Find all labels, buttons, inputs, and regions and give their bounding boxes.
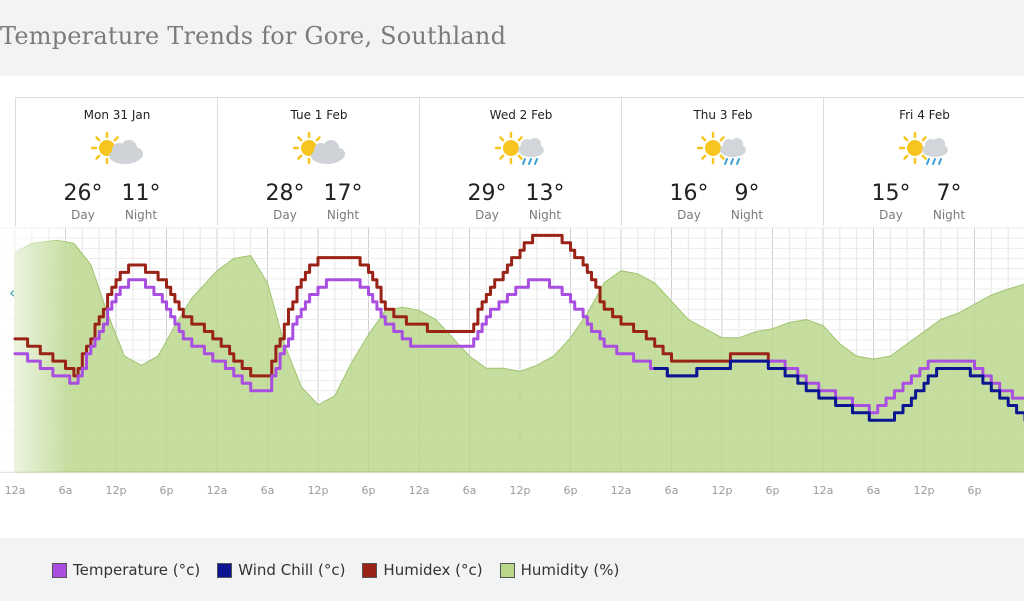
x-tick-label: 12p: [308, 484, 329, 497]
x-tick-label: 12a: [813, 484, 834, 497]
x-tick-label: 12a: [409, 484, 430, 497]
lines-layer: [13, 233, 1024, 422]
day-label: Day: [475, 208, 499, 222]
x-tick-label: 6a: [261, 484, 275, 497]
day-label: Day: [879, 208, 903, 222]
x-tick-label: 6a: [665, 484, 679, 497]
legend-label: Humidex (°c): [383, 561, 483, 579]
x-tick-label: 6p: [968, 484, 982, 497]
series-wind-chill: [653, 359, 1024, 422]
night-label: Night: [528, 208, 562, 222]
x-tick-label: 6a: [867, 484, 881, 497]
day-card: Tue 1 Feb 28° Day 17° Night: [217, 97, 420, 226]
legend-item-temperature[interactable]: Temperature (°c): [52, 561, 200, 579]
day-card: Mon 31 Jan 26° Day 11° Night: [15, 97, 218, 226]
x-tick-label: 12p: [914, 484, 935, 497]
tick-labels: 12a 6a 12p 6p 12a 6a 12p 6p 12a 6a 12p 6p 12a 6a 12p 6p…: [5, 484, 982, 497]
night-temp: 7°: [936, 181, 962, 206]
day-temp: 28°: [265, 181, 305, 206]
series-humidex: [13, 233, 774, 378]
legend-item-wind-chill[interactable]: Wind Chill (°c): [217, 561, 345, 579]
partly-cloudy-icon: [218, 128, 420, 174]
legend-swatch: [217, 562, 233, 578]
day-label: Day: [677, 208, 701, 222]
sun-showers-icon: [824, 128, 1024, 174]
legend-label: Wind Chill (°c): [238, 561, 346, 579]
rain-cloud-icon: [518, 138, 544, 165]
day-temp: 29°: [467, 181, 507, 206]
x-tick-label: 12a: [611, 484, 632, 497]
day-card: Wed 2 Feb 29° Day 13° Night: [419, 97, 622, 226]
series-temperature: [13, 278, 1024, 415]
x-tick-label: 6p: [160, 484, 174, 497]
night-temp: 9°: [734, 181, 760, 206]
x-tick-label: 12a: [207, 484, 228, 497]
humidity-layer: [0, 228, 1024, 473]
sun-showers-icon: [622, 128, 824, 174]
x-tick-label: 6a: [463, 484, 477, 497]
night-label: Night: [730, 208, 764, 222]
temperature-trends-chart: 12a 6a 12p 6p 12a 6a 12p 6p 12a 6a 12p 6p 12a 6a 12p 6p…: [0, 227, 1024, 497]
x-tick-label: 6p: [362, 484, 376, 497]
day-name: Fri 4 Feb: [899, 108, 950, 122]
sun-showers-icon: [420, 128, 622, 174]
x-tick-label: 6p: [564, 484, 578, 497]
page-title: Temperature Trends for Gore, Southland: [0, 22, 507, 50]
x-tick-label: 12p: [106, 484, 127, 497]
cloud-icon: [311, 140, 345, 164]
day-card: Thu 3 Feb 16° Day 9° Night: [621, 97, 824, 226]
x-tick-label: 6p: [766, 484, 780, 497]
day-name: Wed 2 Feb: [489, 108, 553, 122]
night-temp: 11°: [121, 181, 161, 206]
partly-cloudy-icon: [16, 128, 218, 174]
legend-item-humidex[interactable]: Humidex (°c): [362, 561, 483, 579]
x-tick-label: 12p: [712, 484, 733, 497]
x-tick-label: 12p: [510, 484, 531, 497]
day-temp: 16°: [669, 181, 709, 206]
night-label: Night: [124, 208, 158, 222]
legend-swatch: [52, 562, 67, 578]
rain-cloud-icon: [921, 138, 948, 165]
legend-swatch: [362, 562, 378, 578]
night-label: Night: [326, 208, 360, 222]
x-tick-label: 6a: [59, 484, 73, 497]
day-card: Fri 4 Feb 15° Day 7° Night: [823, 97, 1024, 226]
night-temp: 13°: [525, 181, 565, 206]
legend-label: Temperature (°c): [73, 561, 201, 579]
legend-swatch: [499, 562, 515, 578]
series-humidity: [14, 239, 1024, 473]
night-temp: 17°: [323, 181, 363, 206]
left-fade: [0, 228, 70, 472]
sun-icon: [898, 131, 931, 165]
x-tick-label: 12a: [5, 484, 26, 497]
day-label: Day: [71, 208, 95, 222]
cloud-icon: [109, 140, 143, 164]
night-label: Night: [932, 208, 966, 222]
day-temp: 26°: [63, 181, 103, 206]
sun-icon: [494, 131, 528, 165]
day-name: Thu 3 Feb: [693, 108, 753, 122]
legend-item-humidity[interactable]: Humidity (%): [499, 561, 620, 579]
day-label: Day: [273, 208, 297, 222]
day-name: Mon 31 Jan: [83, 108, 151, 122]
legend-label: Humidity (%): [520, 561, 620, 579]
chart-legend: Temperature (°c) Wind Chill (°c) Humidex (…: [52, 561, 636, 579]
day-name: Tue 1 Feb: [290, 108, 348, 122]
day-temp: 15°: [871, 181, 911, 206]
rain-cloud-icon: [720, 138, 746, 165]
previous-arrow-icon[interactable]: ‹: [9, 283, 16, 302]
title-band: [0, 0, 1024, 76]
